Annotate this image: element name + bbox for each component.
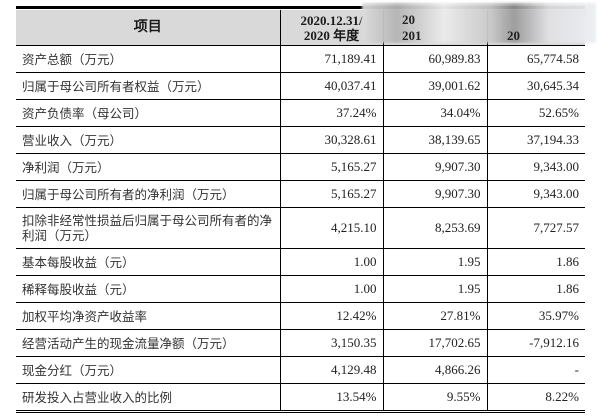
row-label: 资产负债率（母公司）: [16, 99, 280, 127]
cell-2019: 60,989.83: [382, 45, 487, 73]
cell-2019: 34.04%: [382, 99, 487, 127]
row-label: 资产总额（万元）: [16, 45, 280, 73]
row-label: 净利润（万元）: [16, 153, 280, 181]
table-row: 稀释每股收益（元） 1.00 1.95 1.86: [16, 275, 585, 303]
cell-2020: 4,129.48: [279, 356, 383, 384]
cell-2020: 4,215.10: [279, 207, 383, 249]
cell-2018: 52.65%: [486, 99, 585, 127]
cell-2020: 37.24%: [279, 99, 383, 127]
table-row: 扣除非经常性损益后归属于母公司所有者的净利润（万元） 4,215.10 8,25…: [16, 207, 585, 249]
header-2020-line1: 2020.12.31/: [300, 12, 363, 28]
table-top-rule: [16, 6, 585, 9]
table-row: 资产总额（万元） 71,189.41 60,989.83 65,774.58: [16, 45, 585, 73]
cell-2018: -7,912.16: [486, 329, 585, 357]
cell-2018: 37,194.33: [486, 126, 585, 154]
row-label: 营业收入（万元）: [16, 126, 280, 154]
header-2018-partial-line2: 20: [507, 28, 520, 43]
table-row: 加权平均净资产收益率 12.42% 27.81% 35.97%: [16, 302, 585, 330]
cell-2019: 17,702.65: [382, 329, 487, 357]
table-row: 净利润（万元） 5,165.27 9,907.30 9,343.00: [16, 153, 585, 181]
table-row: 归属于母公司所有者权益（万元） 40,037.41 39,001.62 30,6…: [16, 72, 585, 100]
cell-2019: 9.55%: [382, 383, 487, 413]
cell-2018: 8.22%: [486, 383, 585, 413]
row-label: 加权平均净资产收益率: [16, 302, 280, 330]
cell-2018: 9,343.00: [486, 153, 585, 181]
cell-2019: 1.95: [382, 275, 487, 303]
cell-2020: 5,165.27: [279, 180, 383, 208]
row-label: 研发投入占营业收入的比例: [16, 383, 280, 413]
row-label: 现金分红（万元）: [16, 356, 280, 384]
row-label: 稀释每股收益（元）: [16, 275, 280, 303]
cell-2019: 39,001.62: [382, 72, 487, 100]
table-row: 现金分红（万元） 4,129.48 4,866.26 -: [16, 356, 585, 384]
cell-2018: 1.86: [486, 248, 585, 276]
financial-summary-table: 项目 2020.12.31/ 2020 年度 资产总额（万元） 71,189.4…: [16, 10, 585, 413]
cell-2020: 5,165.27: [279, 153, 383, 181]
cell-2020: 12.42%: [279, 302, 383, 330]
cell-2020: 71,189.41: [279, 45, 383, 73]
obscuring-overlay: [362, 3, 596, 43]
cell-2020: 13.54%: [279, 383, 383, 413]
table-row: 营业收入（万元） 30,328.61 38,139.65 37,194.33: [16, 126, 585, 154]
row-label: 归属于母公司所有者权益（万元）: [16, 72, 280, 100]
header-item: 项目: [16, 10, 280, 46]
table-row: 资产负债率（母公司） 37.24% 34.04% 52.65%: [16, 99, 585, 127]
cell-2018: 65,774.58: [486, 45, 585, 73]
table-row: 基本每股收益（元） 1.00 1.95 1.86: [16, 248, 585, 276]
cell-2018: 35.97%: [486, 302, 585, 330]
cell-2019: 9,907.30: [382, 153, 487, 181]
cell-2020: 1.00: [279, 248, 383, 276]
cell-2018: 9,343.00: [486, 180, 585, 208]
table-row: 归属于母公司所有者的净利润（万元） 5,165.27 9,907.30 9,34…: [16, 180, 585, 208]
cell-2018: 1.86: [486, 275, 585, 303]
cell-2019: 27.81%: [382, 302, 487, 330]
cell-2018: -: [486, 356, 585, 384]
cell-2019: 8,253.69: [382, 207, 487, 249]
cell-2020: 1.00: [279, 275, 383, 303]
cell-2018: 7,727.57: [486, 207, 585, 249]
table-row: 研发投入占营业收入的比例 13.54% 9.55% 8.22%: [16, 383, 585, 413]
table-row: 经营活动产生的现金流量净额（万元） 3,150.35 17,702.65 -7,…: [16, 329, 585, 357]
cell-2019: 38,139.65: [382, 126, 487, 154]
row-label: 扣除非经常性损益后归属于母公司所有者的净利润（万元）: [16, 207, 280, 249]
cell-2020: 40,037.41: [279, 72, 383, 100]
header-2019-partial-line1: 20: [402, 12, 415, 27]
header-2020-line2: 2020 年度: [303, 27, 360, 43]
cell-2019: 9,907.30: [382, 180, 487, 208]
row-label: 经营活动产生的现金流量净额（万元）: [16, 329, 280, 357]
cell-2020: 30,328.61: [279, 126, 383, 154]
header-2019-partial-line2: 201: [402, 28, 422, 43]
row-label: 归属于母公司所有者的净利润（万元）: [16, 180, 280, 208]
cell-2018: 30,645.34: [486, 72, 585, 100]
cell-2019: 1.95: [382, 248, 487, 276]
row-label: 基本每股收益（元）: [16, 248, 280, 276]
cell-2019: 4,866.26: [382, 356, 487, 384]
cell-2020: 3,150.35: [279, 329, 383, 357]
